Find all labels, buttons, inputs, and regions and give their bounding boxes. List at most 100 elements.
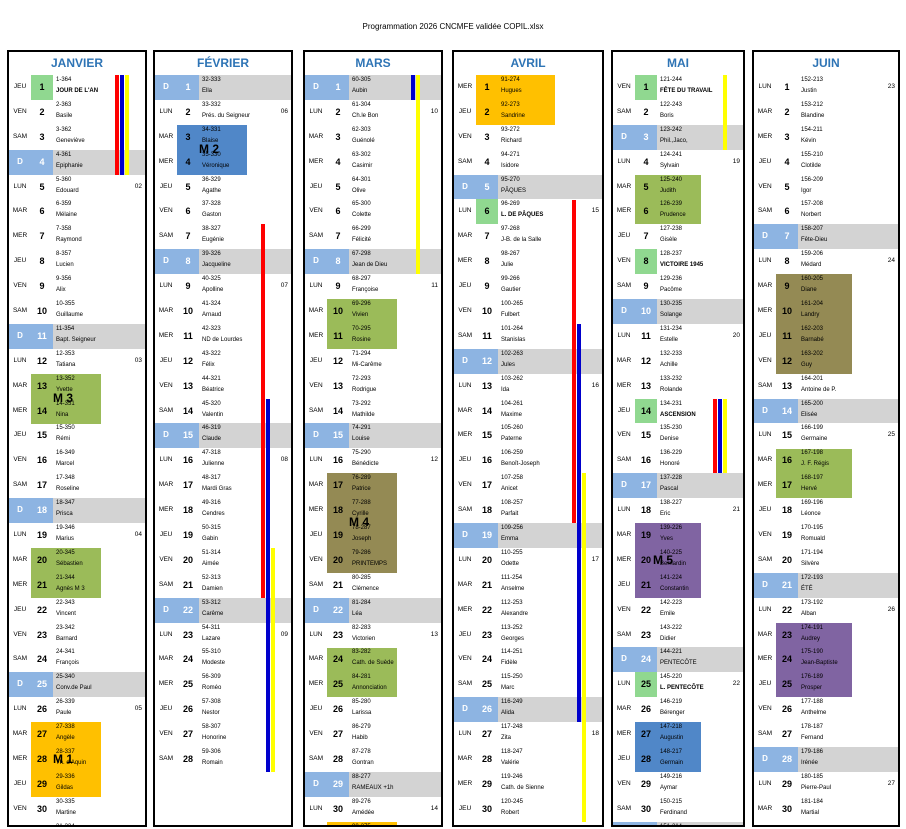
day-row[interactable]: VEN 13 44-321 Béatrice xyxy=(155,374,291,399)
day-row[interactable]: VEN 6 65-300 Colette xyxy=(305,199,441,224)
day-row[interactable]: JEU 22 22-343 Vincent xyxy=(9,598,145,623)
day-row[interactable]: SAM3131-334Marcelle xyxy=(9,822,145,825)
day-row[interactable]: JEU 29 29-336 Gildas xyxy=(9,772,145,797)
day-row[interactable]: JEU 19 78-287 Joseph xyxy=(305,523,441,548)
day-row[interactable]: MER 18 49-316 Cendres xyxy=(155,498,291,523)
day-row[interactable]: LUN 26 26-339 Paule 05 xyxy=(9,697,145,722)
day-row[interactable]: MER 22 112-253 Alexandre xyxy=(454,598,602,623)
day-row[interactable]: SAM 28 59-306 Romain xyxy=(155,747,291,772)
day-row[interactable]: JEU 12 71-294 Mi-Carême xyxy=(305,349,441,374)
day-row[interactable]: LUN 5 5-360 Edouard 02 xyxy=(9,175,145,200)
day-row[interactable]: SAM 28 87-278 Gontran xyxy=(305,747,441,772)
day-row[interactable]: JEU 21 141-224 Constantin xyxy=(613,573,743,598)
day-row[interactable]: JEU 4 155-210 Clotilde xyxy=(754,150,898,175)
day-row[interactable]: VEN 2 2-363 Basile xyxy=(9,100,145,125)
day-row[interactable]: MAR 13 13-352 Yvette xyxy=(9,374,145,399)
day-row[interactable]: MAR 6 6-359 Mélaine xyxy=(9,199,145,224)
day-row[interactable]: MAR 10 69-296 Vivien xyxy=(305,299,441,324)
day-row[interactable]: D 1 32-333 Ella xyxy=(155,75,291,100)
day-row[interactable]: MER 17 168-197 Hervé xyxy=(754,473,898,498)
session-block[interactable] xyxy=(327,822,397,825)
day-row[interactable]: MER 11 42-323 ND de Lourdes xyxy=(155,324,291,349)
day-row[interactable]: VEN 29 149-216 Aymar xyxy=(613,772,743,797)
day-row[interactable]: MAR 27 27-338 Angèle xyxy=(9,722,145,747)
session-block[interactable] xyxy=(31,548,101,598)
day-row[interactable]: VEN 3 93-272 Richard xyxy=(454,125,602,150)
day-row[interactable]: SAM 13 164-201 Antoine de P. xyxy=(754,374,898,399)
day-row[interactable]: JEU 5 64-301 Olive xyxy=(305,175,441,200)
day-row[interactable]: LUN 20 110-255 Odette 17 xyxy=(454,548,602,573)
day-row[interactable]: LUN 13 103-262 Ida 16 xyxy=(454,374,602,399)
day-row[interactable]: SAM 6 157-208 Norbert xyxy=(754,199,898,224)
day-row[interactable]: D 5 95-270 PÂQUES xyxy=(454,174,602,200)
day-row[interactable]: VEN 24 114-251 Fidèle xyxy=(454,647,602,672)
day-row[interactable]: MAR 17 48-317 Mardi Gras xyxy=(155,473,291,498)
day-row[interactable]: MER 18 77-288 Cyrille xyxy=(305,498,441,523)
day-row[interactable]: MER 4 35-330 Véronique xyxy=(155,150,291,175)
day-row[interactable]: LUN 18 138-227 Eric 21 xyxy=(613,498,743,523)
day-row[interactable]: MAR 24 83-282 Cath. de Suède xyxy=(305,647,441,672)
day-row[interactable]: SAM 14 45-320 Valentin xyxy=(155,399,291,424)
day-row[interactable]: D 11 11-354 Bapt. Seigneur xyxy=(9,323,145,349)
session-block[interactable] xyxy=(476,75,555,125)
day-row[interactable]: JEU 14 134-231 ASCENSION xyxy=(613,398,743,424)
day-row[interactable]: SAM 23 143-222 Didier xyxy=(613,623,743,648)
day-row[interactable]: SAM 25 115-250 Marc xyxy=(454,672,602,697)
day-row[interactable]: VEN 12 163-202 Guy xyxy=(754,349,898,374)
day-row[interactable]: SAM 16 136-229 Honoré xyxy=(613,448,743,473)
day-row[interactable]: MAR 26 146-219 Bérenger xyxy=(613,697,743,722)
day-row[interactable]: MAR 21 111-254 Anselme xyxy=(454,573,602,598)
day-row[interactable]: MER 4 63-302 Casimir xyxy=(305,150,441,175)
day-row[interactable]: MAR 9 160-205 Diane xyxy=(754,274,898,299)
day-row[interactable]: VEN 30 30-335 Martine xyxy=(9,797,145,822)
day-row[interactable]: LUN 2 61-304 Ch.le Bon 10 xyxy=(305,100,441,125)
day-row[interactable]: VEN 27 86-279 Habib xyxy=(305,722,441,747)
day-row[interactable]: MER 10 161-204 Landry xyxy=(754,299,898,324)
day-row[interactable]: SAM 9 129-236 Pacôme xyxy=(613,274,743,299)
day-row[interactable]: VEN 26 177-188 Anthelme xyxy=(754,697,898,722)
day-row[interactable]: LUN 23 82-283 Victorien 13 xyxy=(305,623,441,648)
day-row[interactable]: SAM 11 101-264 Stanislas xyxy=(454,324,602,349)
day-row[interactable]: VEN 5 156-209 Igor xyxy=(754,175,898,200)
session-block[interactable] xyxy=(31,373,101,424)
day-row[interactable]: D 21 172-193 ÉTÉ xyxy=(754,572,898,598)
day-row[interactable]: VEN 23 23-342 Barnard xyxy=(9,623,145,648)
day-row[interactable]: VEN 15 135-230 Denise xyxy=(613,423,743,448)
day-row[interactable]: MAR3190-275Benjamin xyxy=(305,822,441,825)
day-row[interactable]: LUN 22 173-192 Alban 26 xyxy=(754,598,898,623)
day-row[interactable]: SAM 21 80-285 Clémence xyxy=(305,573,441,598)
day-row[interactable]: JEU 26 57-308 Nestor xyxy=(155,697,291,722)
day-row[interactable]: LUN 9 40-325 Apolline 07 xyxy=(155,274,291,299)
day-row[interactable]: MER 14 14-351 Nina xyxy=(9,399,145,424)
day-row[interactable]: MAR 20 20-345 Sébastien xyxy=(9,548,145,573)
day-row[interactable]: VEN 13 72-293 Rodrigue xyxy=(305,374,441,399)
day-row[interactable]: JEU 15 15-350 Rémi xyxy=(9,423,145,448)
day-row[interactable]: D 1 60-305 Aubin xyxy=(305,75,441,100)
day-row[interactable]: SAM 24 24-341 François xyxy=(9,647,145,672)
day-row[interactable]: JEU 12 43-322 Félix xyxy=(155,349,291,374)
day-row[interactable]: LUN 19 19-346 Marius 04 xyxy=(9,523,145,548)
day-row[interactable]: D 15 74-291 Louise xyxy=(305,423,441,449)
day-row[interactable]: JEU 1 1-364 JOUR DE L'AN xyxy=(9,75,145,100)
day-row[interactable]: MAR 5 125-240 Judith xyxy=(613,175,743,200)
day-row[interactable]: VEN 10 100-265 Fulbert xyxy=(454,299,602,324)
day-row[interactable]: D 14 165-200 Elisée xyxy=(754,398,898,424)
day-row[interactable]: SAM 17 17-348 Roseline xyxy=(9,473,145,498)
day-row[interactable]: D 8 39-326 Jacqueline xyxy=(155,249,291,275)
day-row[interactable]: LUN 1 152-213 Justin 23 xyxy=(754,75,898,100)
day-row[interactable]: SAM 10 10-355 Guillaume xyxy=(9,299,145,324)
day-row[interactable]: MER 20 140-225 Bernardin xyxy=(613,548,743,573)
day-row[interactable]: SAM 3 3-362 Geneviève xyxy=(9,125,145,150)
day-row[interactable]: D 29 88-277 RAMEAUX +1h xyxy=(305,771,441,797)
day-row[interactable]: LUN 16 47-318 Julienne 08 xyxy=(155,448,291,473)
day-row[interactable]: D 25 25-340 Conv.de Paul xyxy=(9,672,145,698)
day-row[interactable]: MAR 16 167-198 J. F. Régis xyxy=(754,448,898,473)
day-row[interactable]: VEN 16 16-349 Marcel xyxy=(9,448,145,473)
day-row[interactable]: SAM 2 122-243 Boris xyxy=(613,100,743,125)
day-row[interactable]: JEU 19 50-315 Gabin xyxy=(155,523,291,548)
day-row[interactable]: MER 24 175-190 Jean-Baptiste xyxy=(754,647,898,672)
day-row[interactable]: MAR 17 76-289 Patrice xyxy=(305,473,441,498)
day-row[interactable]: LUN 25 145-220 L. PENTECÔTE 22 xyxy=(613,672,743,698)
session-block[interactable] xyxy=(635,722,701,773)
day-row[interactable]: VEN 22 142-223 Emile xyxy=(613,598,743,623)
